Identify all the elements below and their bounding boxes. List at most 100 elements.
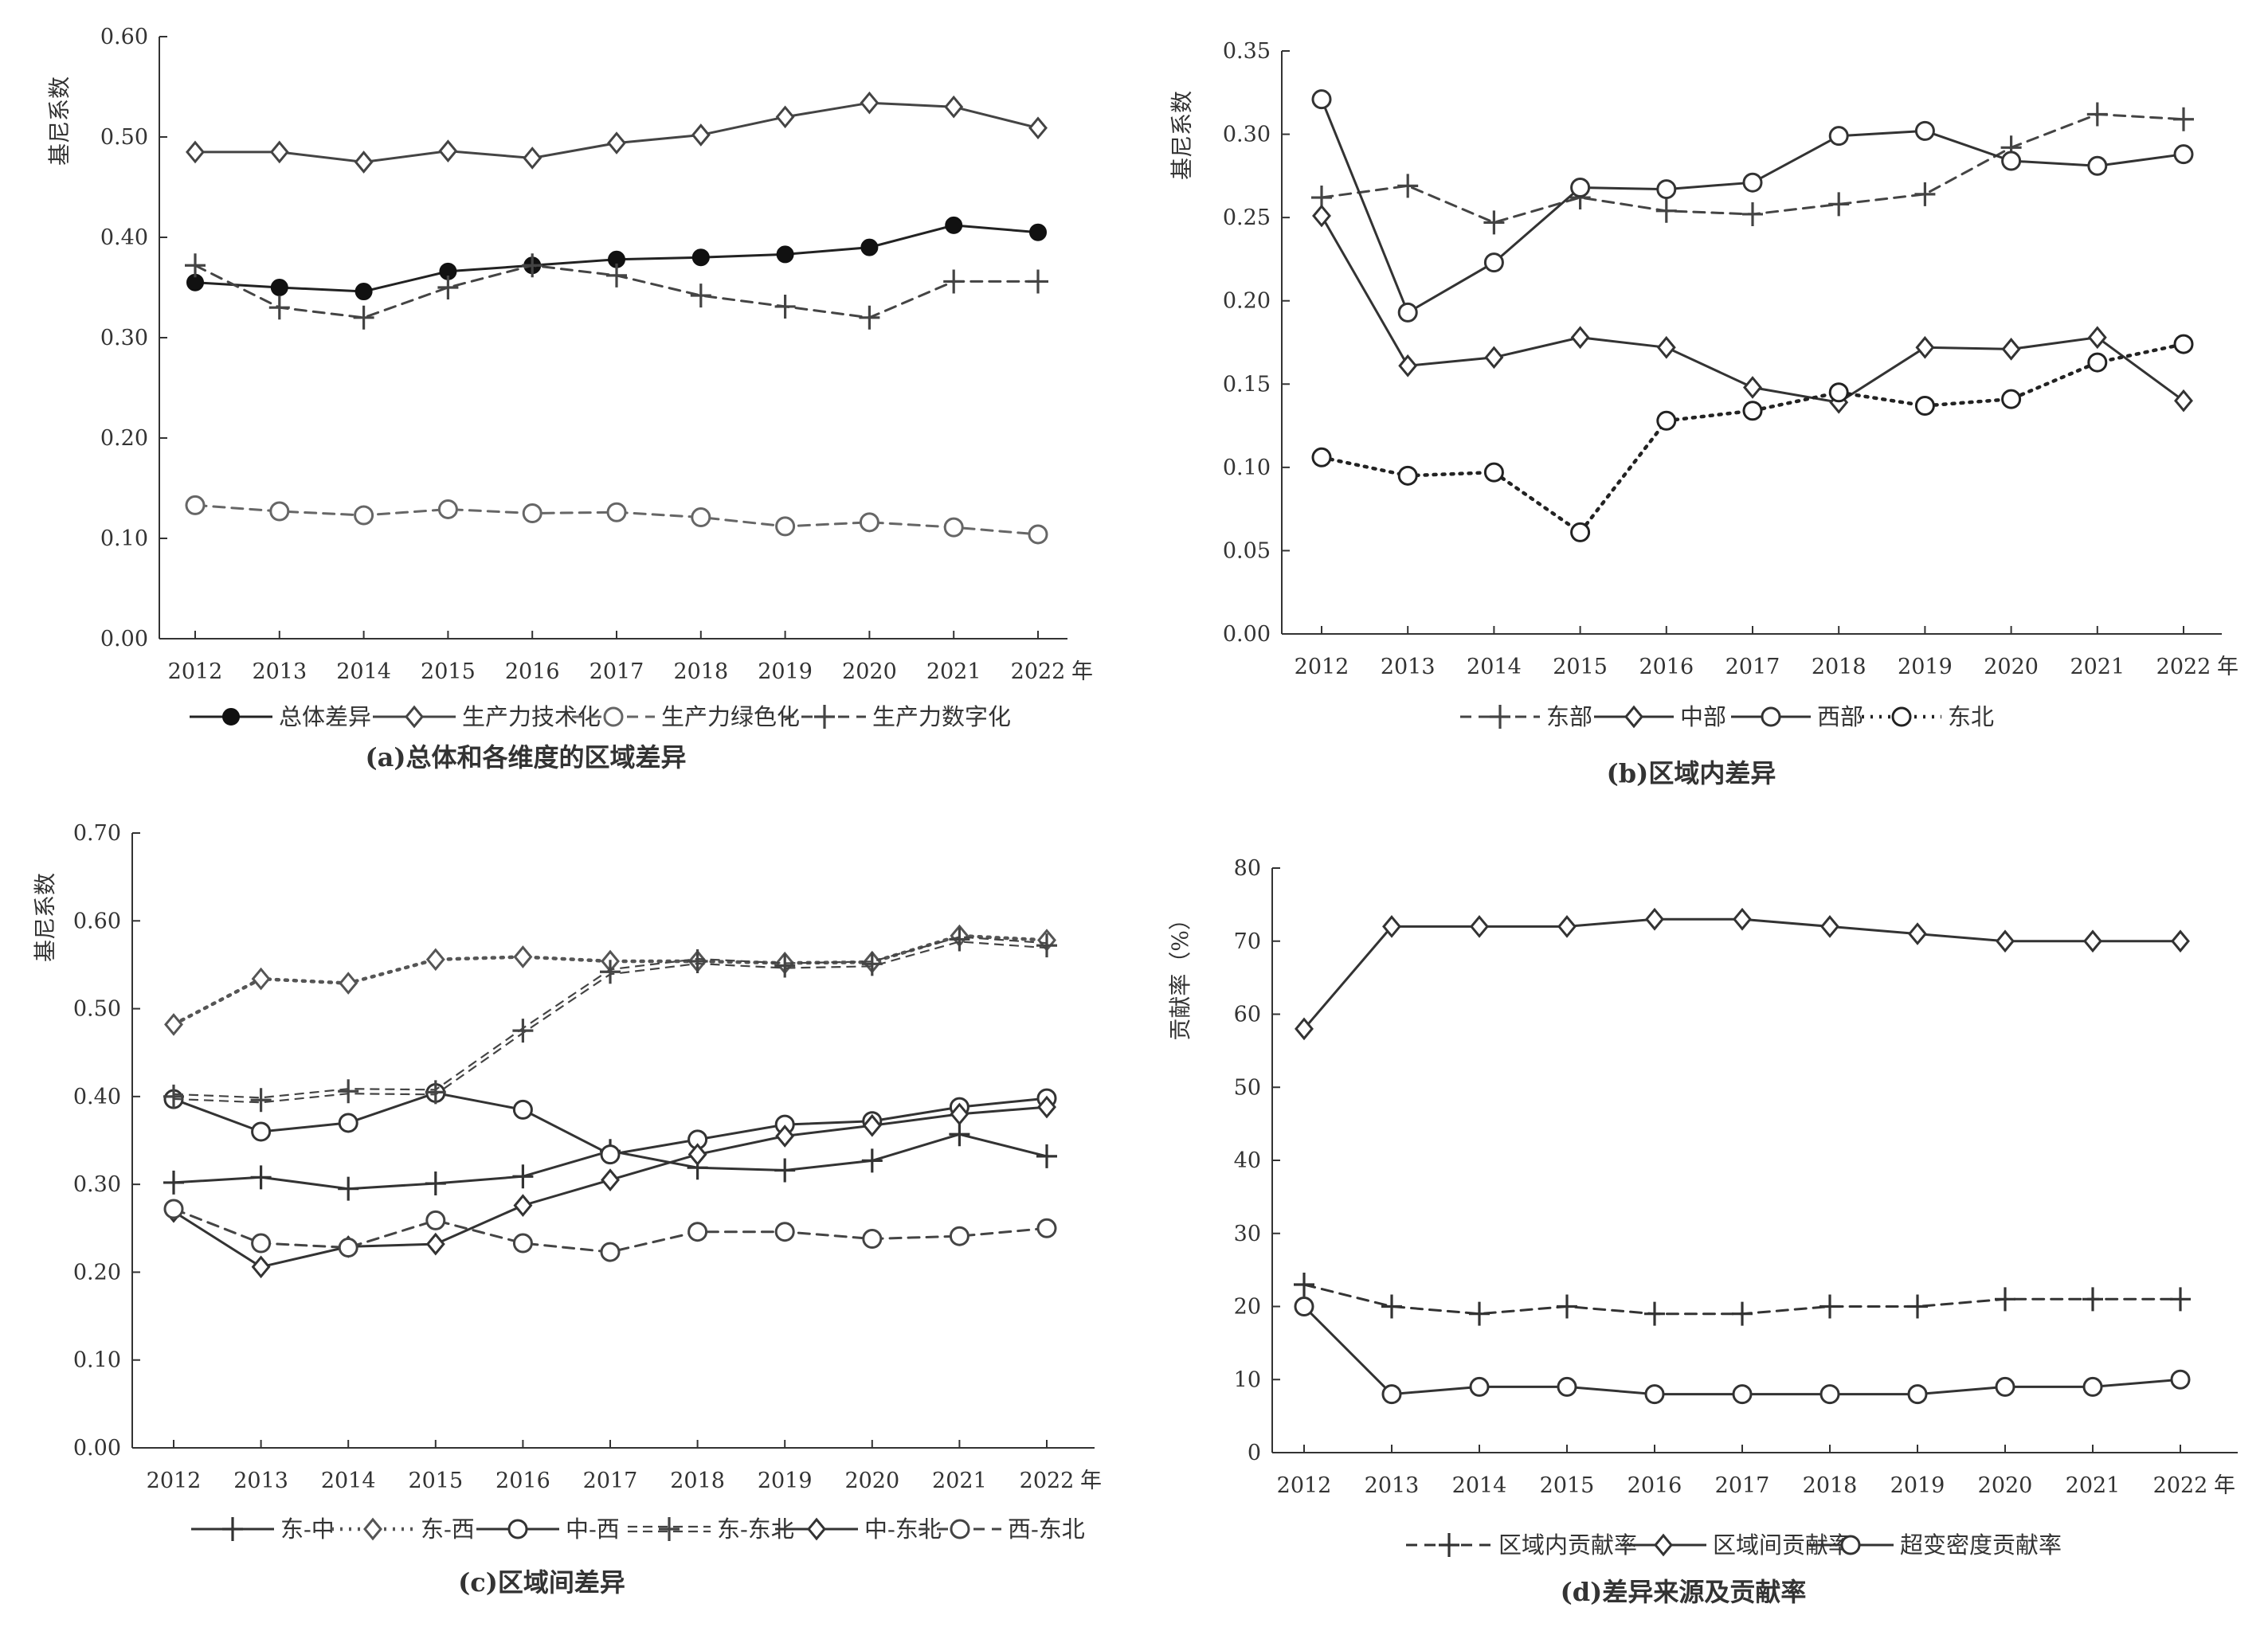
series-中-东北: [164, 1095, 1056, 1279]
data-point: [1743, 376, 1762, 399]
data-point: [1908, 922, 1927, 945]
legend-item: 东北: [1862, 703, 1994, 730]
y-tick-label: 80: [1234, 856, 1261, 881]
y-tick-label: 0.20: [73, 1260, 121, 1285]
data-point: [1557, 1294, 1577, 1319]
y-tick-label: 20: [1234, 1295, 1261, 1320]
legend-marker: [1624, 705, 1643, 729]
data-point: [600, 960, 621, 984]
data-point: [1397, 174, 1419, 198]
data-point: [1570, 177, 1591, 198]
chart-a: 0.00 0.10 0.20 0.30 0.40 0.50 0.60 2012 2013 2014…: [46, 25, 1093, 773]
series-line: [171, 933, 1049, 1027]
legend-item: 总体差异: [190, 703, 371, 730]
data-point: [1644, 1384, 1665, 1405]
x-tick-label: 2016: [505, 659, 560, 684]
data-point: [861, 952, 883, 976]
data-point: [2087, 326, 2107, 350]
x-tick-label: 2021: [926, 659, 981, 684]
x-tick-label: 2018: [673, 659, 728, 684]
data-point: [861, 1148, 883, 1173]
x-tick-label: 2021: [2066, 1473, 2121, 1498]
legend-item: 东-中: [191, 1516, 335, 1543]
y-tick-label: 0.05: [1223, 538, 1271, 563]
data-point: [425, 1171, 446, 1196]
data-point: [2001, 151, 2022, 171]
data-point: [1029, 223, 1047, 241]
data-point: [338, 1176, 359, 1201]
data-point: [1295, 1017, 1314, 1041]
y-axis-label: 基尼系数: [1169, 91, 1195, 180]
data-point: [949, 927, 970, 952]
data-point: [1381, 1294, 1402, 1319]
x-tick-label: 2016: [496, 1469, 550, 1493]
x-tick-label: 2013: [1381, 655, 1436, 679]
y-tick-label: 0.50: [73, 997, 121, 1022]
data-point: [512, 1164, 534, 1189]
legend-item: 区域内贡献率: [1406, 1531, 1637, 1559]
data-point: [860, 238, 879, 256]
chart-c: 0.00 0.10 0.20 0.30 0.40 0.50 0.60 0.70 2012 2013…: [32, 821, 1102, 1598]
y-tick-label: 0.60: [73, 909, 121, 933]
data-point: [2173, 107, 2194, 131]
axes: 0.00 0.10 0.20 0.30 0.40 0.50 0.60 2012 2013 2014…: [100, 25, 1093, 684]
y-tick-label: 0.00: [100, 627, 148, 651]
data-point: [1742, 201, 1763, 226]
x-tick-label: 2019: [1898, 655, 1953, 679]
x-tick-label: 2020: [1984, 655, 2039, 679]
x-tick-label: 2019: [758, 659, 813, 684]
legend-marker: [507, 1519, 528, 1539]
x-tick-label: 2017: [590, 659, 644, 684]
y-tick-label: 0.00: [73, 1436, 121, 1461]
data-point: [513, 945, 533, 968]
y-tick-label: 0.10: [73, 1348, 121, 1373]
data-point: [185, 495, 206, 515]
data-point: [513, 1194, 533, 1217]
legend-marker: [659, 1517, 680, 1541]
data-point: [163, 1170, 184, 1195]
data-point: [1995, 1287, 2015, 1312]
x-tick-label: 2012: [1277, 1473, 1332, 1498]
data-point: [251, 1121, 272, 1142]
data-point: [354, 283, 373, 301]
data-point: [600, 1242, 621, 1262]
legend: 东部 中部 西部 东北: [1460, 703, 1994, 730]
data-point: [251, 1233, 272, 1254]
data-point: [1294, 1297, 1314, 1316]
chart-caption: (d)差异来源及贡献率: [1561, 1577, 1807, 1607]
series-区域间贡献率: [1295, 907, 2190, 1041]
x-tick-label: 2021: [2070, 655, 2125, 679]
data-point: [1732, 1301, 1753, 1326]
data-point: [270, 279, 288, 296]
data-point: [601, 1168, 620, 1191]
legend-label: 总体差异: [279, 703, 371, 730]
data-point: [512, 1019, 534, 1043]
data-point: [339, 972, 358, 995]
data-point: [2087, 352, 2108, 373]
chart-d: 0 10 20 30 40 50 60 70 80 2012 2013 2014 2015 2016 201…: [1167, 856, 2238, 1607]
data-point: [774, 1222, 795, 1242]
data-point: [251, 1255, 271, 1279]
y-tick-label: 0.10: [100, 526, 148, 551]
data-point: [512, 1099, 533, 1120]
data-point: [774, 294, 796, 319]
data-point: [691, 248, 710, 267]
y-tick-label: 70: [1234, 929, 1261, 954]
data-point: [606, 502, 627, 522]
data-point: [691, 507, 711, 528]
data-point: [862, 1113, 882, 1137]
data-point: [425, 1080, 446, 1105]
data-point: [860, 91, 879, 115]
legend-marker: [222, 708, 240, 726]
chart-b: 0.00 0.05 0.10 0.15 0.20 0.25 0.30 0.35 2012 2013…: [1169, 39, 2239, 788]
data-point: [1914, 395, 1935, 416]
legend-marker: [603, 706, 624, 727]
data-point: [859, 512, 879, 533]
data-point: [354, 151, 374, 174]
data-point: [1996, 929, 2015, 953]
data-point: [438, 139, 458, 162]
data-point: [607, 131, 626, 155]
chart-caption: (a)总体和各维度的区域差异: [365, 742, 686, 773]
data-point: [1733, 907, 1752, 931]
y-tick-label: 0.25: [1223, 205, 1271, 230]
